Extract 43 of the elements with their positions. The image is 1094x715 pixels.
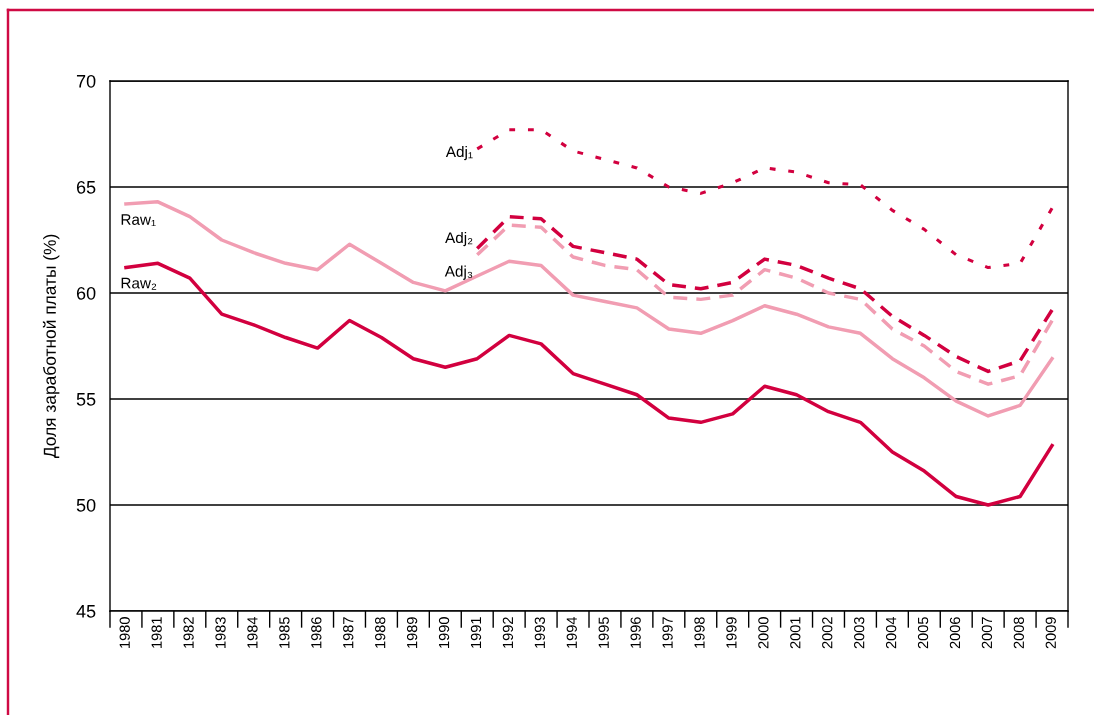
y-tick-label: 45: [76, 605, 96, 618]
x-tick-label: 1999: [726, 617, 737, 648]
x-tick-label: 1981: [151, 617, 162, 648]
x-tick-label: 2007: [981, 617, 993, 649]
x-tick-label: 2004: [885, 616, 897, 649]
y-tick-label: 70: [76, 74, 96, 88]
x-tick-label: 1986: [311, 617, 322, 648]
x-tick-label: 1988: [375, 617, 386, 648]
y-tick-label: 55: [76, 393, 96, 406]
x-tick-label: 2000: [758, 617, 769, 649]
y-tick-label: 60: [76, 286, 96, 300]
x-tick-label: 1991: [470, 617, 482, 648]
x-tick-label: 2003: [854, 617, 865, 649]
x-tick-label: 2001: [790, 617, 801, 649]
y-axis-title: Доля заработной платы (%): [42, 234, 60, 459]
x-tick-label: 1989: [406, 617, 418, 648]
x-tick-label: 2009: [1045, 617, 1056, 649]
x-tick-label: 1992: [502, 617, 514, 648]
series-label: Raw₁: [121, 214, 156, 227]
series-label: Adj₂: [445, 231, 473, 247]
x-tick-label: 1994: [566, 616, 577, 648]
x-tick-label: 1993: [534, 617, 546, 648]
series-label: Adj₁: [445, 145, 473, 161]
x-tick-label: 2005: [917, 617, 929, 649]
x-tick-label: 1990: [438, 617, 450, 648]
x-tick-label: 1984: [247, 616, 258, 648]
x-tick-label: 2006: [949, 617, 961, 649]
x-tick-label: 1998: [694, 617, 705, 648]
x-tick-label: 1995: [598, 617, 609, 648]
x-tick-label: 1980: [119, 617, 130, 648]
x-tick-label: 1985: [279, 617, 290, 648]
x-tick-label: 1996: [630, 617, 641, 648]
x-tick-label: 1982: [183, 617, 194, 648]
x-tick-label: 1983: [215, 617, 226, 648]
x-tick-label: 1987: [343, 617, 354, 648]
series-label: Adj₃: [444, 265, 473, 280]
x-tick-label: 2002: [822, 617, 833, 649]
y-tick-label: 50: [76, 498, 96, 512]
x-tick-label: 1997: [662, 617, 673, 648]
x-tick-label: 2008: [1013, 617, 1025, 649]
line-series: [475, 128, 1054, 270]
y-tick-label: 65: [76, 180, 96, 194]
series-label: Raw₂: [121, 277, 157, 290]
